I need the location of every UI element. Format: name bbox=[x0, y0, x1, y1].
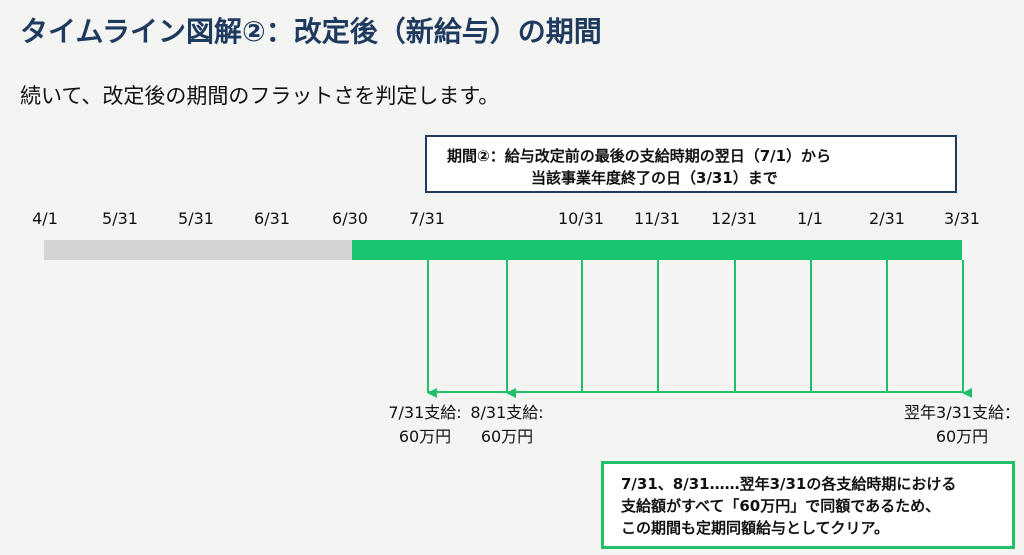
page-title: タイムライン図解②：改定後（新給与）の期間 bbox=[20, 15, 602, 48]
payment-date-label: 翌年3/31支給： bbox=[904, 403, 1020, 422]
conclusion-note: 7/31、8/31……翌年3/31の各支給時期における 支給額がすべて「60万円… bbox=[601, 461, 1015, 549]
tick-label: 12/31 bbox=[711, 209, 757, 228]
intro-text: 続いて、改定後の期間のフラットさを判定します。 bbox=[20, 84, 500, 108]
tick-label: 1/1 bbox=[797, 209, 823, 228]
payment-date-label: 8/31支給: bbox=[470, 403, 543, 422]
tick-label: 5/31 bbox=[178, 209, 214, 228]
conclusion-line-3: この期間も定期同額給与としてクリア。 bbox=[621, 519, 890, 537]
conclusion-line-1: 7/31、8/31……翌年3/31の各支給時期における bbox=[621, 475, 957, 493]
tick-label: 10/31 bbox=[558, 209, 604, 228]
payment-date-label: 7/31支給: bbox=[388, 403, 461, 422]
tick-label: 7/31 bbox=[409, 209, 445, 228]
old-period-bar bbox=[44, 240, 352, 260]
period-definition-box: 期間②：給与改定前の最後の支給時期の翌日（7/1）から 当該事業年度終了の日（3… bbox=[425, 135, 957, 193]
payment-amount-label: 60万円 bbox=[936, 427, 988, 446]
tick-label: 4/1 bbox=[32, 209, 58, 228]
tick-label: 11/31 bbox=[634, 209, 680, 228]
tick-label: 6/30 bbox=[332, 209, 368, 228]
period-definition-line-1: 期間②：給与改定前の最後の支給時期の翌日（7/1）から bbox=[447, 147, 832, 165]
period-definition-line-2: 当該事業年度終了の日（3/31）まで bbox=[531, 169, 778, 187]
tick-label: 6/31 bbox=[254, 209, 290, 228]
tick-label: 5/31 bbox=[102, 209, 138, 228]
new-period-bar bbox=[352, 240, 962, 260]
payment-amount-label: 60万円 bbox=[399, 427, 451, 446]
tick-label: 3/31 bbox=[944, 209, 980, 228]
payment-amount-label: 60万円 bbox=[481, 427, 533, 446]
conclusion-line-2: 支給額がすべて「60万円」で同額であるため、 bbox=[621, 497, 941, 515]
tick-label: 2/31 bbox=[869, 209, 905, 228]
